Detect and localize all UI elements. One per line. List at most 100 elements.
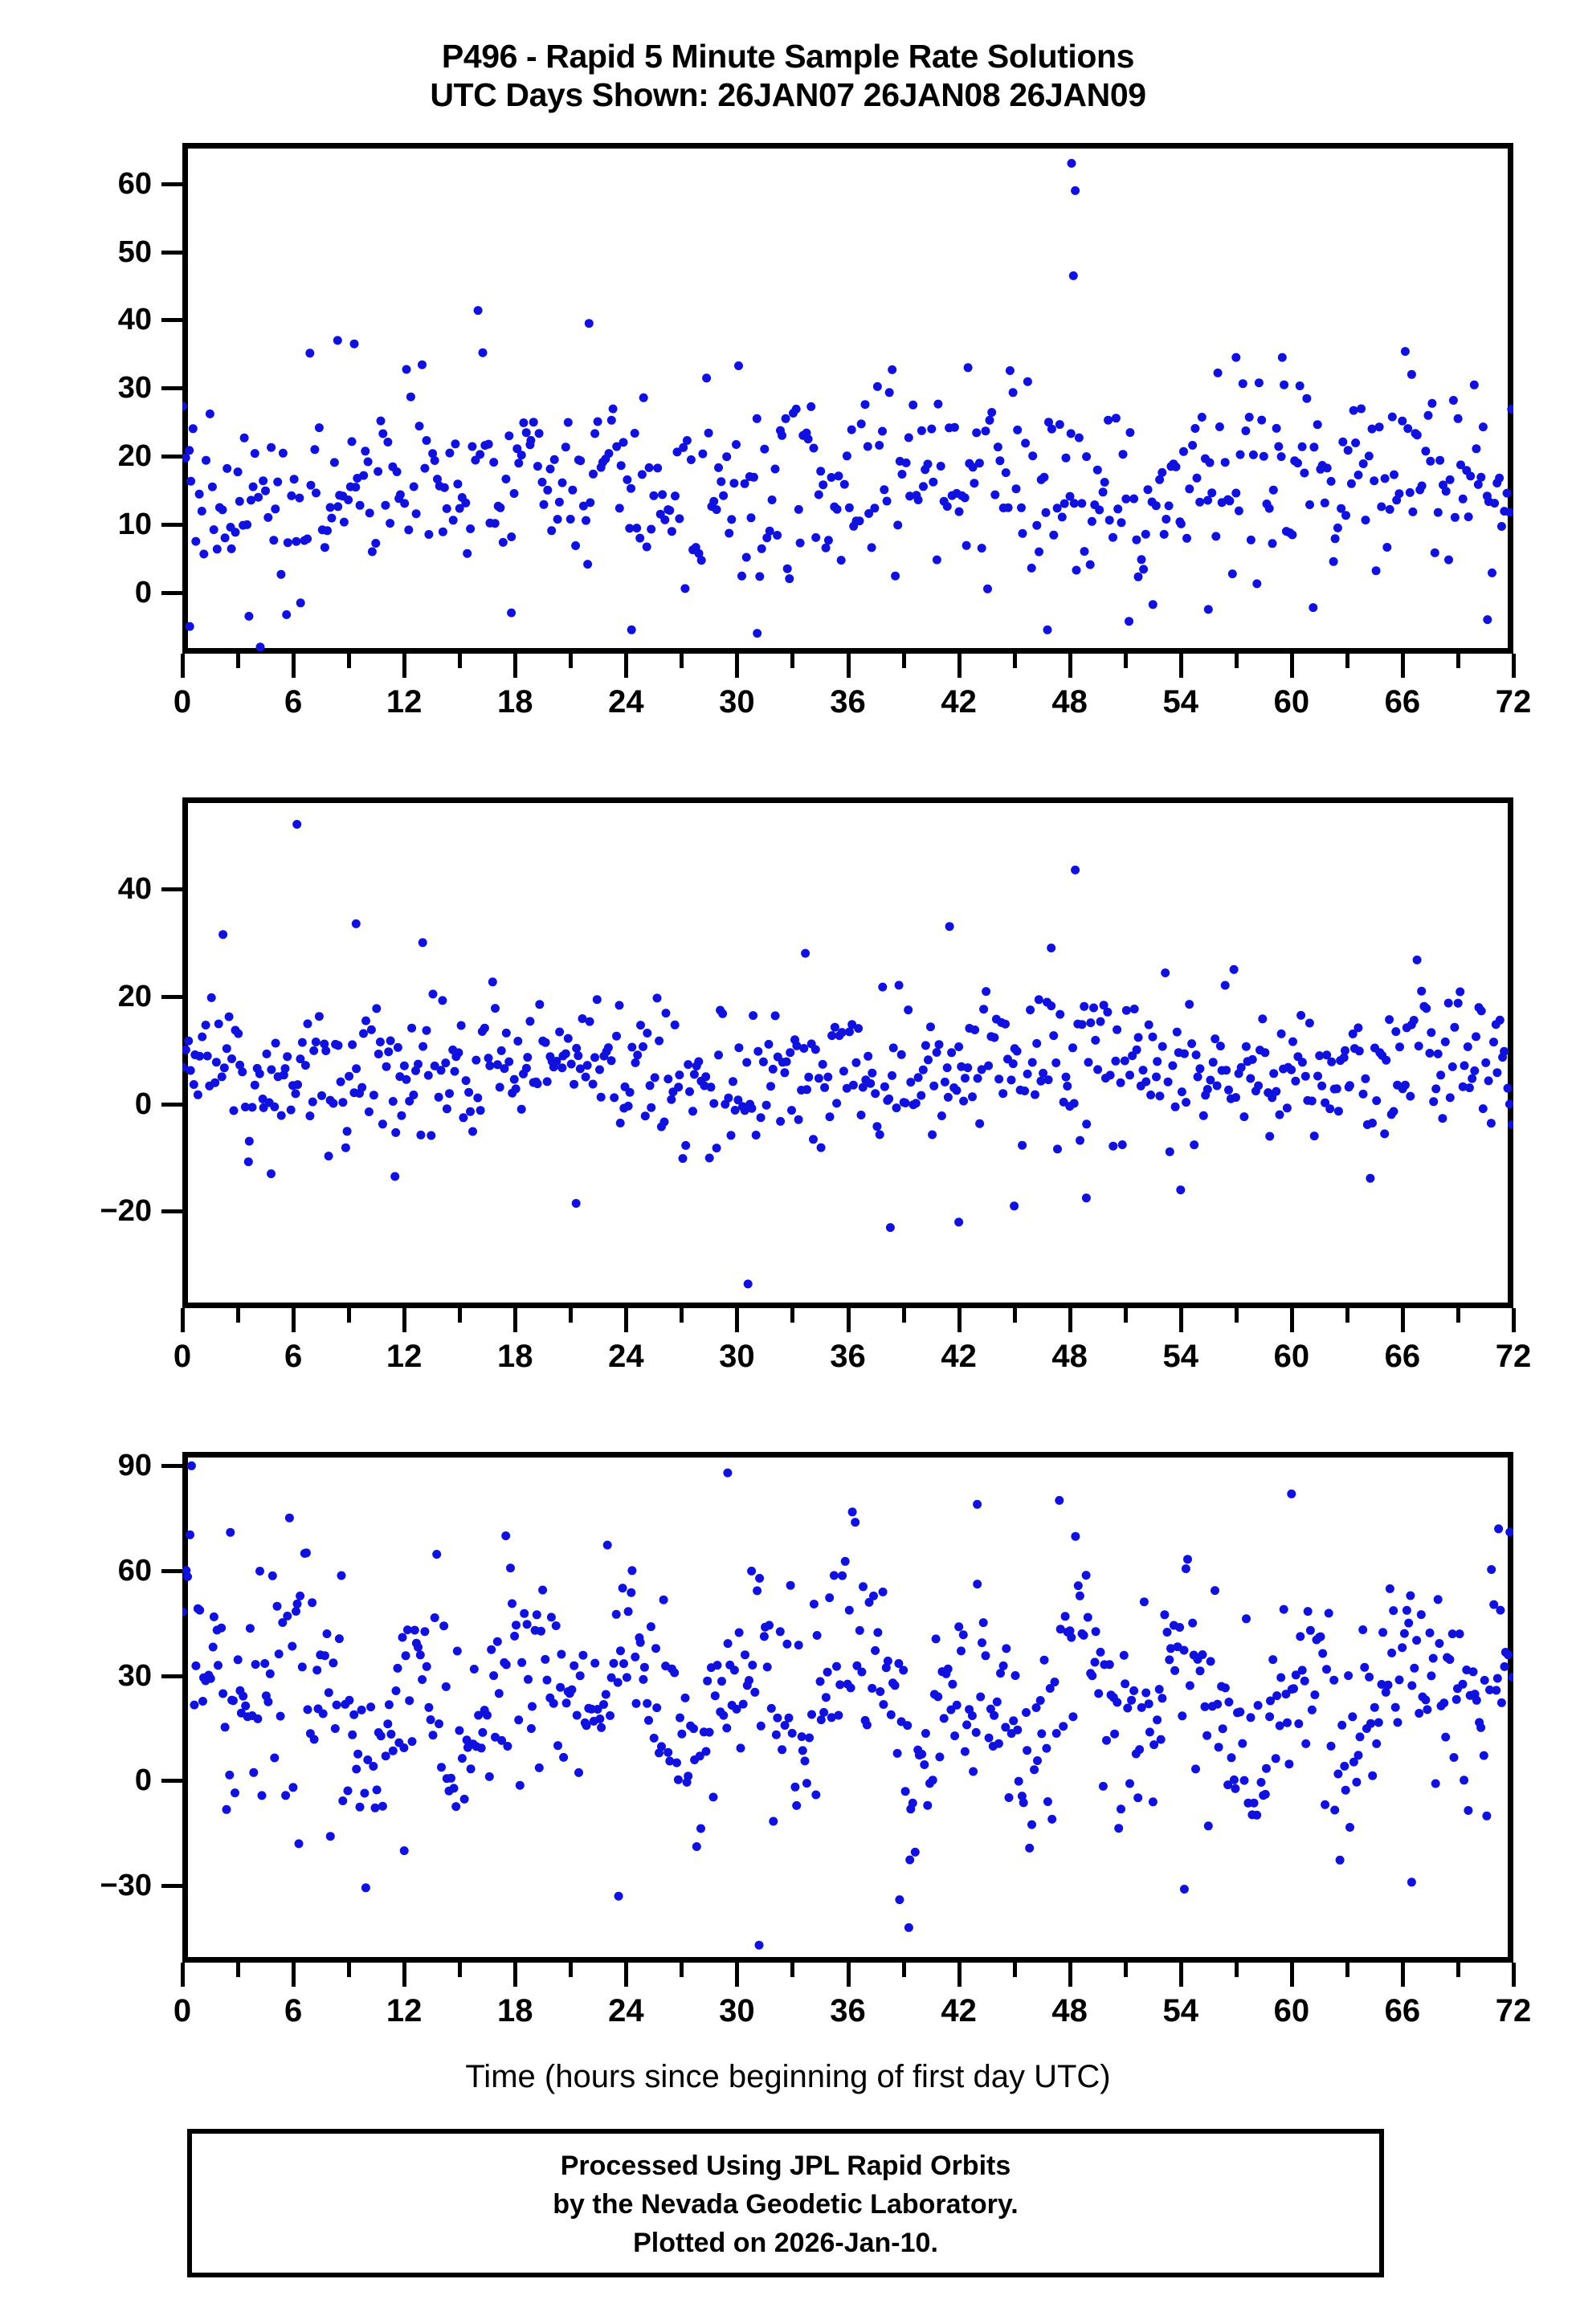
data-point bbox=[1289, 1684, 1298, 1694]
data-point bbox=[324, 1688, 333, 1698]
data-point bbox=[879, 1700, 888, 1709]
data-point bbox=[709, 496, 719, 506]
data-point bbox=[1213, 1699, 1223, 1709]
data-point bbox=[1109, 532, 1117, 542]
data-point bbox=[984, 1733, 994, 1743]
data-point bbox=[1032, 520, 1042, 530]
data-point bbox=[702, 373, 712, 383]
data-point bbox=[921, 1729, 930, 1738]
data-point bbox=[769, 1816, 778, 1826]
data-point bbox=[1296, 1010, 1306, 1020]
data-point bbox=[292, 536, 301, 546]
data-point bbox=[1034, 995, 1043, 1005]
data-point bbox=[1032, 1038, 1042, 1048]
data-point bbox=[405, 1096, 414, 1106]
data-point bbox=[267, 1169, 276, 1179]
x-tick-label: 12 bbox=[386, 1339, 423, 1374]
data-point bbox=[823, 1072, 833, 1082]
data-point bbox=[608, 404, 618, 414]
data-point bbox=[1406, 1591, 1415, 1600]
data-point bbox=[596, 1092, 606, 1102]
data-point bbox=[1017, 1792, 1027, 1801]
data-point bbox=[325, 503, 335, 512]
data-point bbox=[320, 1039, 329, 1049]
data-point bbox=[1129, 1686, 1139, 1695]
data-point bbox=[933, 1692, 943, 1702]
data-point bbox=[322, 1629, 332, 1638]
data-point bbox=[794, 504, 803, 514]
data-point bbox=[1205, 458, 1215, 467]
data-point bbox=[706, 1082, 716, 1092]
data-point bbox=[1069, 499, 1079, 508]
x-tick-label: 30 bbox=[719, 684, 755, 720]
data-point bbox=[776, 1116, 786, 1126]
data-point bbox=[606, 415, 616, 425]
data-point bbox=[1033, 1756, 1042, 1765]
data-point bbox=[503, 1742, 512, 1751]
data-point bbox=[906, 1078, 916, 1087]
data-point bbox=[549, 455, 559, 464]
data-point bbox=[1224, 1698, 1234, 1706]
y-tick-label: 30 bbox=[117, 1658, 152, 1693]
data-point bbox=[567, 1685, 577, 1694]
data-point bbox=[1185, 1000, 1194, 1009]
x-tick-label: 72 bbox=[1495, 1993, 1532, 2028]
data-point bbox=[840, 1556, 850, 1566]
data-point bbox=[370, 1803, 380, 1812]
axis-tick bbox=[402, 1963, 406, 1987]
data-point bbox=[655, 1036, 664, 1046]
data-point bbox=[588, 1079, 598, 1089]
data-point bbox=[1252, 579, 1262, 589]
data-point bbox=[1370, 476, 1379, 486]
x-tick-label: 48 bbox=[1051, 1993, 1088, 2028]
data-point bbox=[878, 982, 888, 992]
data-point bbox=[309, 1735, 319, 1744]
axis-tick bbox=[161, 1779, 182, 1783]
data-point bbox=[1074, 433, 1084, 442]
data-point bbox=[1180, 1049, 1189, 1058]
data-point bbox=[478, 348, 488, 357]
data-point bbox=[652, 1703, 662, 1713]
data-point bbox=[686, 455, 696, 464]
data-point bbox=[276, 1711, 285, 1721]
data-point bbox=[1390, 1702, 1400, 1712]
data-point bbox=[372, 1004, 382, 1013]
data-point bbox=[571, 1199, 581, 1208]
data-point bbox=[1480, 1675, 1489, 1685]
x-tick-label: 54 bbox=[1162, 684, 1199, 720]
axis-tick bbox=[292, 1308, 296, 1332]
data-point bbox=[1113, 1698, 1122, 1707]
data-point bbox=[402, 1625, 412, 1635]
data-point bbox=[809, 1600, 819, 1608]
data-point bbox=[289, 475, 299, 484]
data-point bbox=[1425, 1049, 1435, 1058]
data-point bbox=[623, 475, 632, 484]
data-point bbox=[263, 1697, 273, 1706]
data-point bbox=[1227, 569, 1237, 579]
data-point bbox=[1321, 1800, 1330, 1809]
data-point bbox=[1120, 1056, 1129, 1066]
data-point bbox=[445, 1089, 454, 1099]
data-point bbox=[1096, 1647, 1105, 1657]
data-point bbox=[1325, 1104, 1335, 1114]
chart-title: P496 - Rapid 5 Minute Sample Rate Soluti… bbox=[0, 37, 1576, 114]
data-point bbox=[913, 1073, 923, 1082]
data-point bbox=[1313, 1071, 1322, 1081]
data-point bbox=[1211, 532, 1221, 541]
data-point bbox=[1055, 1009, 1065, 1019]
data-point bbox=[816, 1143, 826, 1152]
data-point bbox=[1100, 478, 1109, 487]
data-point bbox=[1253, 1701, 1263, 1710]
data-point bbox=[345, 1071, 354, 1081]
data-point bbox=[855, 516, 864, 526]
data-point bbox=[819, 1707, 829, 1717]
data-point bbox=[1092, 465, 1102, 475]
data-point bbox=[1191, 1050, 1201, 1060]
data-point bbox=[494, 1689, 504, 1698]
data-point bbox=[1262, 1763, 1271, 1773]
data-point bbox=[314, 423, 324, 433]
data-point bbox=[507, 532, 516, 541]
data-point bbox=[309, 1046, 319, 1055]
data-point bbox=[1023, 377, 1032, 386]
data-point bbox=[1353, 1023, 1363, 1033]
